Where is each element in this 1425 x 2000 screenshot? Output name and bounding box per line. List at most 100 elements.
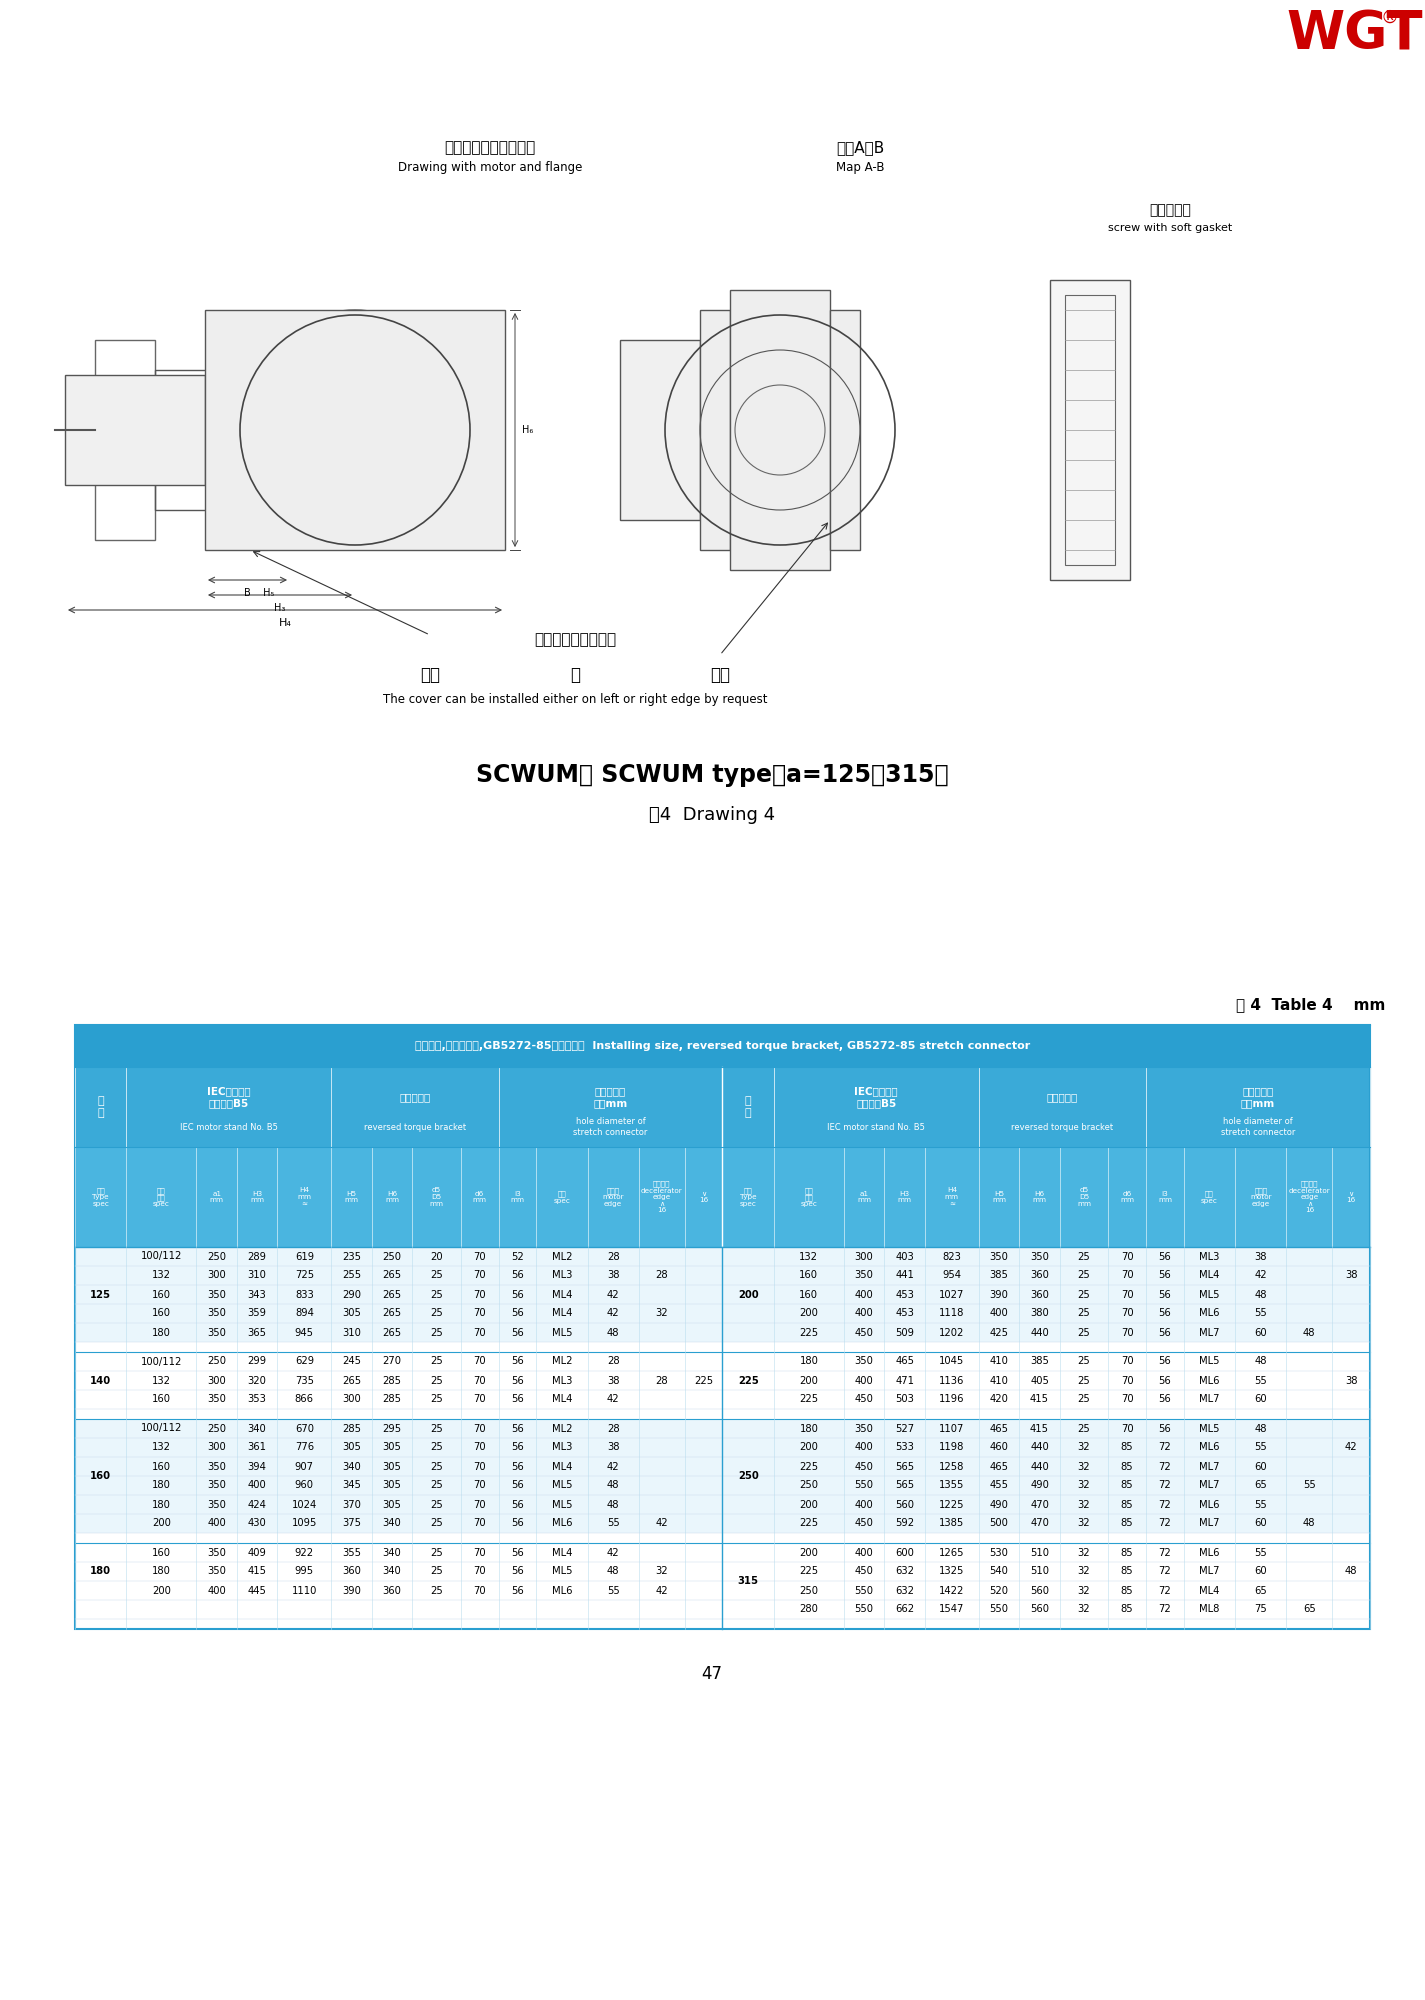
Text: 42: 42: [607, 1308, 620, 1318]
Text: 1118: 1118: [939, 1308, 965, 1318]
Text: 180: 180: [799, 1424, 818, 1434]
Text: H4
mm
≈: H4 mm ≈: [945, 1188, 959, 1206]
Text: 55: 55: [1254, 1500, 1267, 1510]
Text: 70: 70: [473, 1376, 486, 1386]
Bar: [1064, 294, 1114, 564]
Text: 400: 400: [855, 1290, 874, 1300]
Text: 55: 55: [607, 1586, 620, 1596]
Text: 48: 48: [1254, 1290, 1267, 1300]
Text: SCWUM型 SCWUM type（a=125～315）: SCWUM型 SCWUM type（a=125～315）: [476, 762, 948, 786]
Text: 100/112: 100/112: [141, 1252, 182, 1262]
Text: 180: 180: [152, 1500, 171, 1510]
Text: 42: 42: [607, 1462, 620, 1472]
Text: 25: 25: [1077, 1290, 1090, 1300]
Text: 200: 200: [152, 1586, 171, 1596]
Text: 345: 345: [342, 1480, 361, 1490]
Text: 1325: 1325: [939, 1566, 965, 1576]
Text: 75: 75: [1254, 1604, 1267, 1614]
Text: 32: 32: [656, 1308, 668, 1318]
Text: 265: 265: [342, 1376, 361, 1386]
Text: ML7: ML7: [1200, 1394, 1220, 1404]
Text: 48: 48: [607, 1480, 620, 1490]
Text: 70: 70: [473, 1308, 486, 1318]
Text: ML4: ML4: [1200, 1586, 1220, 1596]
Text: 400: 400: [207, 1518, 227, 1528]
Text: 减速器端
decelerator
edge
∧
16: 减速器端 decelerator edge ∧ 16: [641, 1180, 683, 1214]
Text: 25: 25: [430, 1480, 443, 1490]
Text: 350: 350: [855, 1356, 874, 1366]
Text: 56: 56: [512, 1500, 524, 1510]
Text: 38: 38: [1254, 1252, 1267, 1262]
Text: 359: 359: [248, 1308, 266, 1318]
Text: 290: 290: [342, 1290, 361, 1300]
Text: 32: 32: [1077, 1442, 1090, 1452]
Text: 350: 350: [207, 1462, 227, 1472]
Text: 353: 353: [248, 1394, 266, 1404]
Text: 反力矩支架: 反力矩支架: [399, 1092, 430, 1102]
Text: 509: 509: [895, 1328, 913, 1338]
Text: 833: 833: [295, 1290, 314, 1300]
Text: 32: 32: [1077, 1500, 1090, 1510]
Text: 72: 72: [1159, 1442, 1171, 1452]
Text: WGT: WGT: [1287, 8, 1424, 60]
Text: 规格
spec: 规格 spec: [553, 1190, 570, 1204]
Bar: [76, 1580, 1369, 1600]
Text: 38: 38: [1345, 1270, 1358, 1280]
Text: 85: 85: [1121, 1500, 1133, 1510]
Bar: [76, 1514, 1369, 1532]
Text: 460: 460: [989, 1442, 1009, 1452]
Text: 56: 56: [1159, 1290, 1171, 1300]
Bar: [76, 1390, 1369, 1408]
Text: 450: 450: [855, 1462, 874, 1472]
Text: 235: 235: [342, 1252, 361, 1262]
Text: 右端: 右端: [710, 666, 730, 684]
Text: ML7: ML7: [1200, 1480, 1220, 1490]
Text: 28: 28: [656, 1270, 668, 1280]
Text: H6
mm: H6 mm: [385, 1190, 399, 1204]
Text: 电机端
motor
edge: 电机端 motor edge: [603, 1188, 624, 1206]
Text: IEC motor stand No. B5: IEC motor stand No. B5: [180, 1122, 278, 1132]
Text: 32: 32: [1077, 1462, 1090, 1472]
Bar: [730, 290, 829, 570]
Text: 56: 56: [1159, 1308, 1171, 1318]
Text: 55: 55: [1254, 1308, 1267, 1318]
Text: 25: 25: [430, 1270, 443, 1280]
Text: 250: 250: [207, 1252, 227, 1262]
Text: 减速器端
decelerator
edge
∧
16: 减速器端 decelerator edge ∧ 16: [1288, 1180, 1330, 1214]
Text: 390: 390: [989, 1290, 1009, 1300]
Text: ML5: ML5: [1200, 1356, 1220, 1366]
Text: 25: 25: [1077, 1328, 1090, 1338]
Text: 25: 25: [430, 1518, 443, 1528]
Text: H6
mm: H6 mm: [1033, 1190, 1046, 1204]
Text: B: B: [244, 588, 251, 598]
Text: 28: 28: [607, 1356, 620, 1366]
Text: 440: 440: [1030, 1442, 1049, 1452]
Text: ML7: ML7: [1200, 1566, 1220, 1576]
Text: 48: 48: [607, 1500, 620, 1510]
Text: ML5: ML5: [551, 1480, 573, 1490]
Text: 403: 403: [895, 1252, 913, 1262]
Text: 56: 56: [512, 1328, 524, 1338]
Text: 48: 48: [607, 1328, 620, 1338]
Text: 32: 32: [1077, 1548, 1090, 1558]
Text: ML8: ML8: [1200, 1604, 1220, 1614]
Text: 270: 270: [382, 1356, 402, 1366]
Text: 25: 25: [430, 1308, 443, 1318]
Text: 160: 160: [152, 1394, 171, 1404]
Text: 560: 560: [1030, 1586, 1049, 1596]
Text: 25: 25: [1077, 1308, 1090, 1318]
Text: 柔性坤螺栓: 柔性坤螺栓: [1149, 204, 1191, 216]
Text: 25: 25: [1077, 1252, 1090, 1262]
Text: 180: 180: [152, 1566, 171, 1576]
Text: 361: 361: [248, 1442, 266, 1452]
Text: 180: 180: [90, 1566, 111, 1576]
Text: 375: 375: [342, 1518, 361, 1528]
Text: 250: 250: [382, 1252, 402, 1262]
Text: 470: 470: [1030, 1500, 1049, 1510]
Text: 25: 25: [430, 1356, 443, 1366]
Text: 70: 70: [473, 1270, 486, 1280]
Text: 350: 350: [989, 1252, 1009, 1262]
Text: 70: 70: [1121, 1290, 1133, 1300]
Text: 400: 400: [855, 1308, 874, 1318]
Text: 28: 28: [656, 1376, 668, 1386]
